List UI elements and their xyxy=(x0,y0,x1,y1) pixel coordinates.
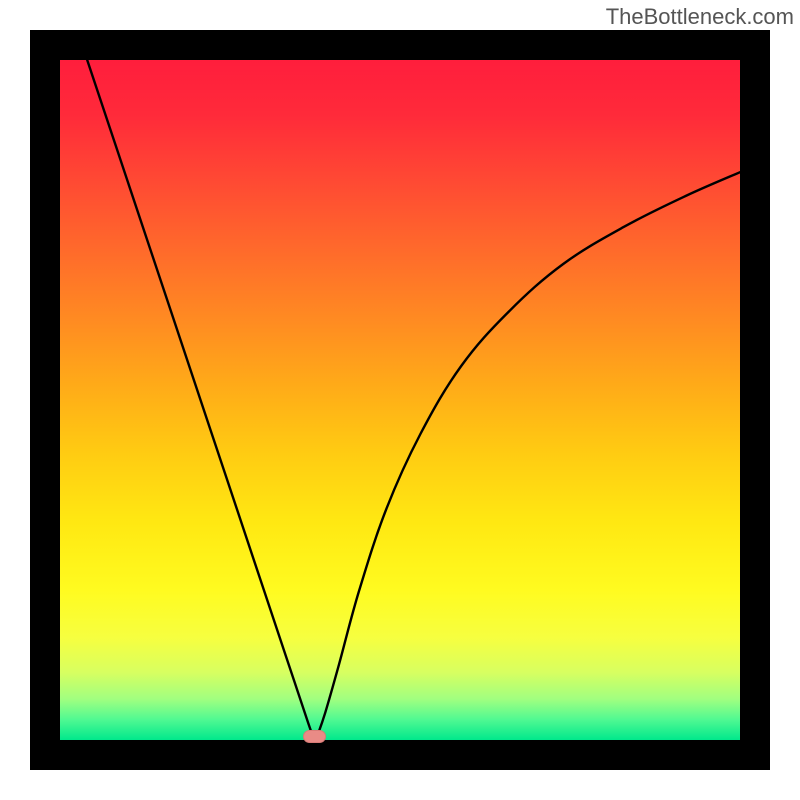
watermark-text: TheBottleneck.com xyxy=(606,4,794,30)
chart-container: TheBottleneck.com xyxy=(0,0,800,800)
plot-frame xyxy=(30,30,770,770)
bottleneck-curve xyxy=(60,60,740,740)
optimal-point-marker xyxy=(303,730,325,743)
